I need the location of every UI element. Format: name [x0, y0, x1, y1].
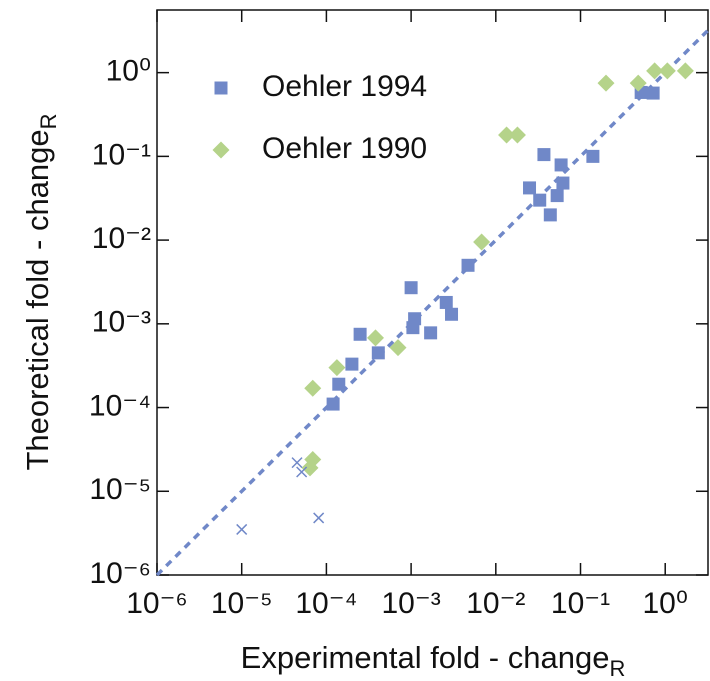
marker-square	[445, 307, 459, 321]
y-axis-label-main: Theoretical fold - change	[20, 129, 55, 470]
marker-diamond	[658, 62, 676, 80]
marker-cross	[291, 457, 303, 469]
marker-square	[556, 176, 570, 190]
x-tick-label: 10⁻⁶	[126, 587, 188, 620]
y-axis-label-sub: R	[36, 113, 61, 129]
marker-diamond	[304, 450, 322, 468]
marker-diamond	[304, 379, 322, 397]
y-tick-label: 10⁻²	[92, 222, 151, 255]
marker-square	[326, 397, 340, 411]
y-tick-label: 10⁻⁶	[89, 557, 151, 590]
marker-square	[214, 81, 228, 95]
marker-square	[406, 321, 420, 335]
marker-square	[461, 258, 475, 272]
marker-cross	[313, 512, 325, 524]
marker-diamond	[389, 339, 407, 357]
x-tick-label: 10⁻¹	[551, 587, 610, 620]
x-tick-label: 10⁻⁵	[211, 587, 273, 620]
marker-diamond	[498, 126, 516, 144]
marker-square	[586, 149, 600, 163]
legend-text: Oehler 1994	[262, 70, 427, 103]
marker-square	[543, 208, 557, 222]
x-axis-label: Experimental fold - changeR	[241, 640, 626, 681]
marker-square	[533, 193, 547, 207]
marker-square	[554, 158, 568, 172]
marker-diamond	[328, 359, 346, 377]
y-tick-label: 10⁰	[106, 55, 151, 88]
marker-diamond	[508, 126, 526, 144]
marker-diamond	[597, 74, 615, 92]
y-axis-label: Theoretical fold - changeR	[20, 113, 61, 470]
y-tick-label: 10⁻³	[92, 306, 151, 339]
marker-diamond	[676, 62, 694, 80]
marker-diamond	[212, 141, 230, 159]
marker-diamond	[473, 233, 491, 251]
x-axis-label-sub: R	[609, 656, 625, 681]
marker-cross	[236, 523, 248, 535]
identity-line	[155, 29, 710, 577]
y-tick-label: 10⁻⁴	[89, 389, 151, 422]
marker-square	[345, 357, 359, 371]
marker-square	[424, 326, 438, 340]
marker-diamond	[646, 62, 664, 80]
marker-diamond	[629, 74, 647, 92]
marker-square	[646, 86, 660, 100]
legend-text: Oehler 1990	[262, 132, 427, 165]
marker-square	[332, 377, 346, 391]
x-tick-label: 10⁻³	[382, 587, 441, 620]
marker-square	[523, 181, 537, 195]
marker-square	[550, 189, 564, 203]
marker-square	[404, 281, 418, 295]
marker-square	[439, 295, 453, 309]
plot-frame	[156, 9, 709, 576]
y-tick-label: 10⁻⁵	[89, 473, 151, 506]
marker-square	[353, 327, 367, 341]
marker-diamond	[367, 329, 385, 347]
y-tick-label: 10⁻¹	[92, 138, 151, 171]
marker-cross	[296, 466, 308, 478]
marker-square	[371, 346, 385, 360]
x-tick-label: 10⁰	[643, 587, 688, 620]
marker-square	[537, 148, 551, 162]
x-tick-label: 10⁻⁴	[295, 587, 357, 620]
x-axis-label-main: Experimental fold - change	[241, 640, 610, 675]
x-tick-label: 10⁻²	[466, 587, 525, 620]
